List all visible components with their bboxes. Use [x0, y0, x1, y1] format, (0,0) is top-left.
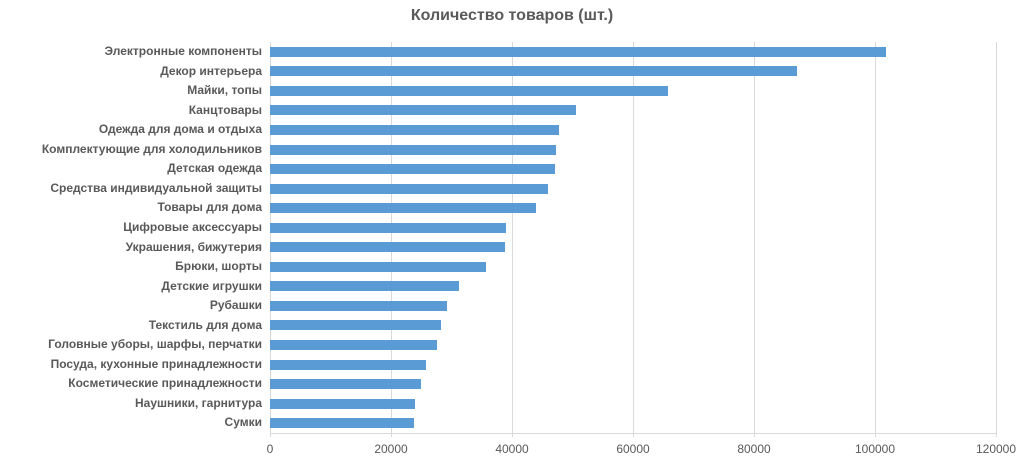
- bar: [270, 261, 486, 272]
- category-label: Детские игрушки: [161, 278, 262, 293]
- bar: [270, 300, 448, 311]
- bar: [270, 379, 421, 390]
- category-label: Майки, топы: [187, 83, 262, 98]
- chart-title: Количество товаров (шт.): [410, 7, 614, 24]
- category-label: Рубашки: [209, 298, 262, 313]
- gridline: [875, 42, 876, 433]
- gridline: [512, 42, 513, 433]
- bar: [270, 222, 506, 233]
- category-label: Цифровые аксессуары: [123, 219, 262, 234]
- x-tick: [754, 433, 755, 437]
- category-label: Декор интерьера: [160, 63, 262, 78]
- x-tick-label: 0: [266, 442, 274, 456]
- bar: [270, 340, 437, 351]
- bar: [270, 281, 459, 292]
- bar: [270, 164, 555, 175]
- category-label: Средства индивидуальной защиты: [50, 180, 262, 195]
- category-label: Детская одежда: [167, 161, 262, 176]
- category-label: Электронные компоненты: [104, 44, 262, 58]
- x-tick-label: 60000: [616, 442, 650, 456]
- bar: [270, 183, 549, 194]
- bar: [270, 320, 441, 331]
- category-label: Сумки: [224, 415, 262, 430]
- x-tick: [875, 433, 876, 437]
- bar: [270, 398, 415, 409]
- category-label: Головные уборы, шарфы, перчатки: [48, 337, 262, 352]
- category-label: Косметические принадлежности: [68, 376, 262, 391]
- x-tick: [270, 433, 271, 437]
- bar: [270, 359, 427, 370]
- x-tick-label: 100000: [854, 442, 896, 456]
- category-label: Товары для дома: [157, 200, 262, 215]
- bar: [270, 144, 557, 155]
- category-label: Комплектующие для холодильников: [41, 141, 262, 156]
- gridline: [391, 42, 392, 433]
- category-label: Одежда для дома и отдыха: [98, 122, 262, 137]
- x-tick: [391, 433, 392, 437]
- bar: [270, 105, 576, 116]
- bar: [270, 124, 560, 135]
- category-label: Украшения, бижутерия: [125, 239, 262, 254]
- plot-area: [270, 42, 997, 434]
- category-label: Текстиль для дома: [148, 317, 262, 332]
- category-label: Наушники, гарнитура: [134, 395, 262, 410]
- gridline: [270, 42, 271, 433]
- gridline: [633, 42, 634, 433]
- bar: [270, 203, 537, 214]
- category-label: Посуда, кухонные принадлежности: [50, 356, 262, 371]
- bar: [270, 46, 886, 57]
- x-tick: [512, 433, 513, 437]
- gridline: [996, 42, 997, 433]
- category-label: Канцтовары: [188, 102, 262, 117]
- bar: [270, 242, 505, 253]
- x-tick: [996, 433, 997, 437]
- bar: [270, 85, 669, 96]
- category-axis: Электронные компоненты Декор интерьера Май…: [0, 42, 262, 433]
- bar: [270, 418, 414, 429]
- gridline: [754, 42, 755, 433]
- category-label: Брюки, шорты: [175, 259, 262, 274]
- bar: [270, 66, 797, 77]
- x-tick: [633, 433, 634, 437]
- x-tick-label: 120000: [975, 442, 1017, 456]
- x-tick-label: 80000: [737, 442, 771, 456]
- x-tick-label: 20000: [374, 442, 408, 456]
- x-tick-label: 40000: [495, 442, 529, 456]
- value-axis: 0 20000 40000 60000 80000 100000 120000: [0, 433, 1024, 463]
